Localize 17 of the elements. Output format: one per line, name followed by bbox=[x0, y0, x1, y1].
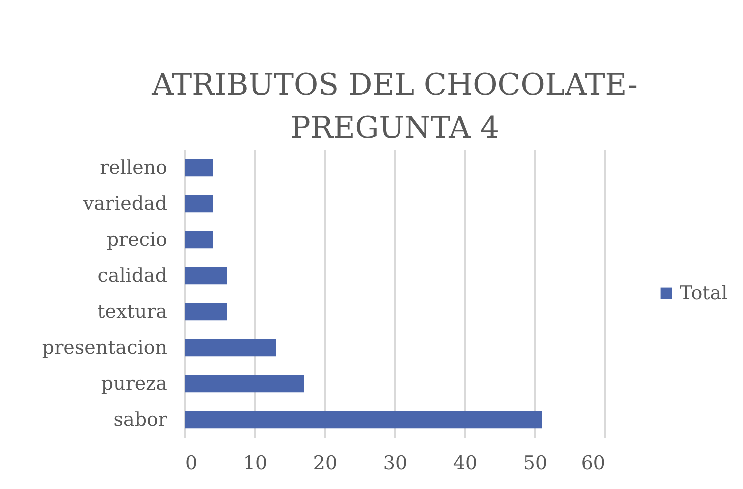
x-tick-label: 20 bbox=[313, 452, 338, 474]
y-tick-label: precio bbox=[106, 229, 168, 251]
y-tick-label: relleno bbox=[100, 157, 168, 179]
y-tick-label: sabor bbox=[114, 409, 168, 431]
x-tick-label: 30 bbox=[383, 452, 408, 474]
x-tick-label: 60 bbox=[581, 452, 606, 474]
y-tick-label: variedad bbox=[82, 193, 168, 215]
x-tick-label: 50 bbox=[523, 452, 548, 474]
x-tick-label: 40 bbox=[453, 452, 478, 474]
x-tick-label: 10 bbox=[243, 452, 268, 474]
y-tick-label: textura bbox=[98, 301, 168, 323]
y-tick-label: presentacion bbox=[42, 337, 168, 359]
x-tick-label: 0 bbox=[186, 452, 198, 474]
legend-label: Total bbox=[680, 282, 728, 304]
y-tick-label: calidad bbox=[98, 265, 168, 287]
chart-title: ATRIBUTOS DEL CHOCOLATE-PREGUNTA 4 bbox=[151, 68, 638, 146]
y-tick-label: pureza bbox=[101, 373, 168, 395]
